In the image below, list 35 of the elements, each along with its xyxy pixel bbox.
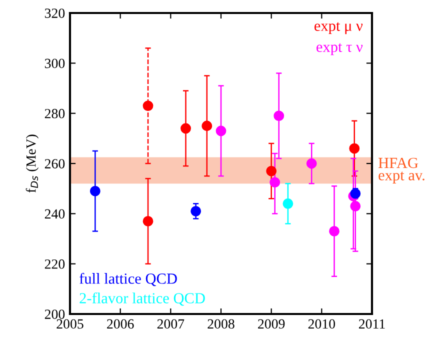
point: [180, 123, 191, 134]
point: [216, 126, 226, 136]
point: [142, 100, 154, 112]
text: 2-flavor lattice QCD: [80, 292, 205, 306]
point: [190, 206, 202, 216]
point: [202, 120, 212, 132]
point: [266, 166, 277, 176]
y-tick-label: 200: [44, 310, 65, 319]
point: [274, 110, 284, 122]
x-tick-label: 2009: [258, 319, 285, 329]
band-label: HFAG expt av.: [378, 158, 424, 184]
point: [282, 198, 294, 209]
x-tick-label: 2007: [157, 319, 184, 329]
text: expt μ ν: [314, 22, 363, 34]
x-tick-label: 2005: [56, 319, 84, 329]
y-tick-label: 320: [44, 8, 65, 18]
point: [142, 216, 154, 226]
point: [306, 158, 317, 169]
x-tick-label: 2008: [208, 319, 234, 329]
text: full lattice QCD: [80, 272, 177, 286]
y-tick-label: 220: [44, 259, 65, 269]
y-tick-label: 300: [44, 58, 65, 68]
y-tick-label: 260: [44, 159, 65, 168]
point: [329, 226, 340, 236]
point: [270, 177, 280, 188]
x-tick-label: 2006: [107, 319, 134, 329]
x-tick-label: 2011: [358, 319, 385, 329]
point: [90, 186, 100, 196]
point: [349, 143, 360, 154]
x-tick-label: 2010: [308, 319, 336, 329]
point: [350, 200, 361, 212]
y-axis-title: f$_{Ds}$ (MeV): [26, 134, 39, 193]
text: expt τ ν: [316, 43, 363, 56]
y-tick-label: 280: [44, 108, 65, 118]
y-tick-label: 240: [44, 209, 65, 219]
